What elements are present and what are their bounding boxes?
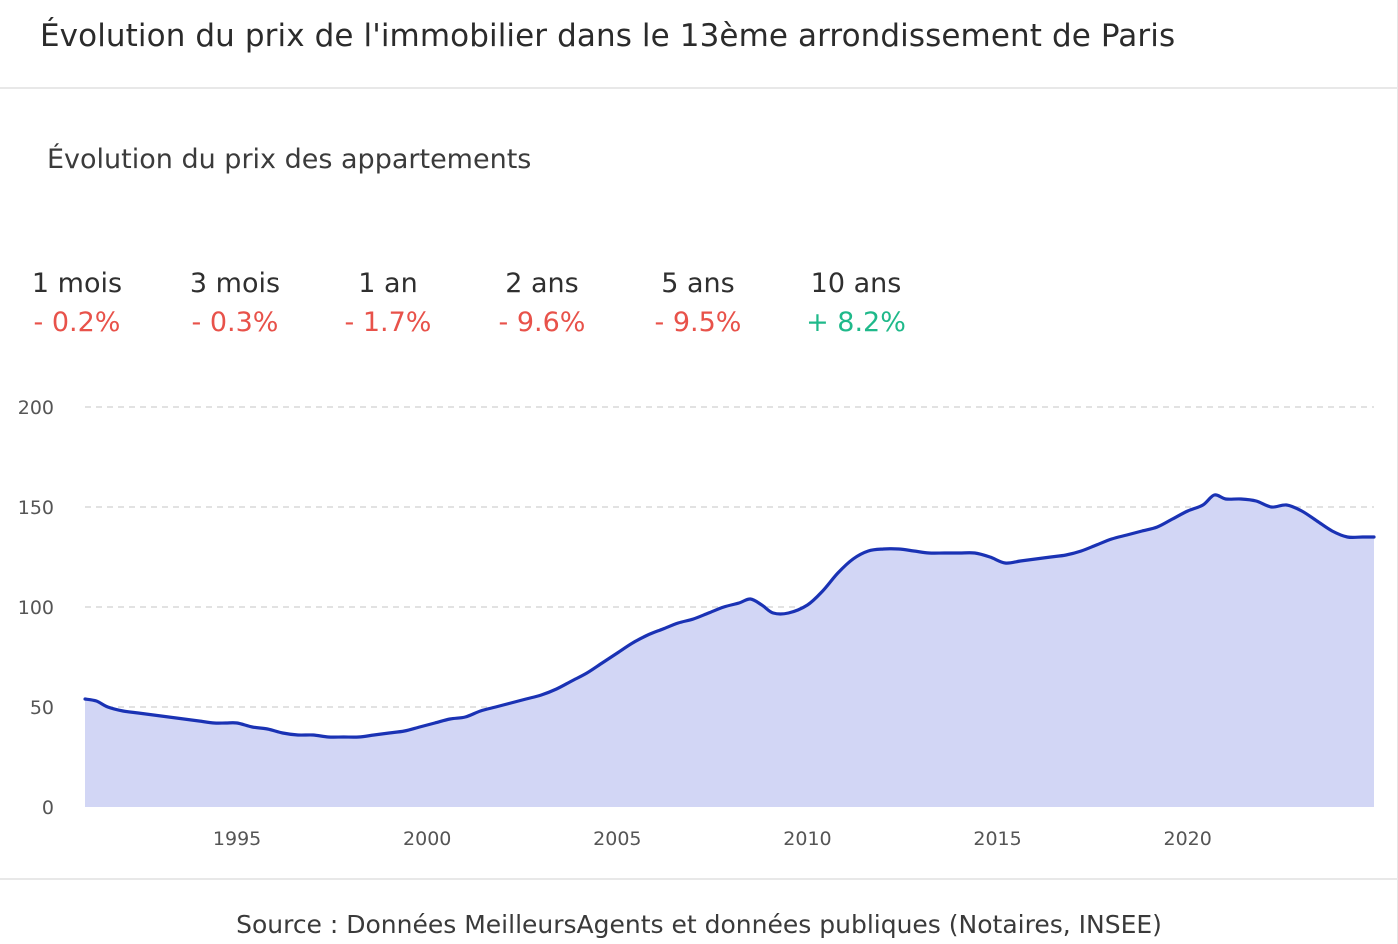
stat-change-value: - 9.6% xyxy=(498,307,586,338)
stat-period-label: 10 ans xyxy=(810,268,902,299)
card-header: Évolution du prix de l'immobilier dans l… xyxy=(0,0,1398,89)
stat-change-value: + 8.2% xyxy=(806,307,906,338)
stat-3-months: 3 mois - 0.3% xyxy=(155,268,315,338)
source-note: Source : Données MeilleursAgents et donn… xyxy=(236,910,1162,939)
stat-1-month: 1 mois - 0.2% xyxy=(0,268,157,338)
stat-period-label: 2 ans xyxy=(505,268,579,299)
stat-10-years: 10 ans + 8.2% xyxy=(776,268,936,338)
y-tick-label: 200 xyxy=(18,397,54,419)
footer-divider xyxy=(0,878,1398,880)
x-tick-label: 1995 xyxy=(213,828,261,850)
stat-change-value: - 0.3% xyxy=(191,307,279,338)
stat-period-label: 1 mois xyxy=(31,268,123,299)
y-tick-label: 150 xyxy=(18,497,54,519)
stat-period-label: 5 ans xyxy=(661,268,735,299)
y-tick-label: 100 xyxy=(18,597,54,619)
stat-change-value: - 9.5% xyxy=(654,307,742,338)
x-tick-label: 2015 xyxy=(973,828,1021,850)
x-tick-label: 2010 xyxy=(783,828,831,850)
stat-period-label: 3 mois xyxy=(189,268,281,299)
x-tick-label: 2005 xyxy=(593,828,641,850)
y-tick-label: 0 xyxy=(42,797,54,819)
stat-1-year: 1 an - 1.7% xyxy=(308,268,468,338)
price-area-fill xyxy=(85,494,1374,807)
stat-2-years: 2 ans - 9.6% xyxy=(462,268,622,338)
stat-change-value: - 1.7% xyxy=(344,307,432,338)
stat-5-years: 5 ans - 9.5% xyxy=(618,268,778,338)
y-tick-label: 50 xyxy=(30,697,54,719)
stat-period-label: 1 an xyxy=(358,268,418,299)
x-tick-label: 2000 xyxy=(403,828,451,850)
price-chart: 0 50 100 150 200 1995 2000 2005 2010 2015 2020 xyxy=(0,380,1398,860)
price-area-chart: 0 50 100 150 200 1995 2000 2005 2010 2015 2020 xyxy=(18,397,1376,850)
page-title: Évolution du prix de l'immobilier dans l… xyxy=(40,18,1176,54)
chart-subtitle: Évolution du prix des appartements xyxy=(47,144,532,175)
price-change-stats: 1 mois - 0.2% 3 mois - 0.3% 1 an - 1.7% … xyxy=(0,268,1000,358)
stat-change-value: - 0.2% xyxy=(33,307,121,338)
x-tick-label: 2020 xyxy=(1164,828,1212,850)
price-series-line xyxy=(83,493,1376,739)
